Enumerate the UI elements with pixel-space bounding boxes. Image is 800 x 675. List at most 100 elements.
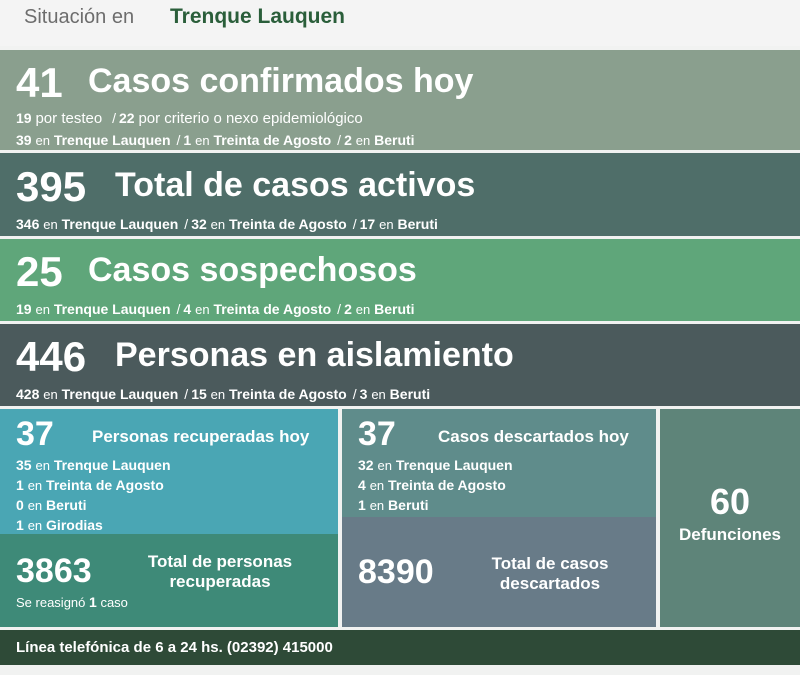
active-title: Total de casos activos — [115, 166, 476, 204]
separator: / — [337, 301, 342, 317]
town-name: Beruti — [374, 132, 415, 148]
confirmed-criterio-label: por criterio o nexo epidemiológico — [138, 110, 363, 127]
en-word: en — [371, 387, 386, 402]
town-count: 428 — [16, 386, 40, 402]
en-word: en — [210, 387, 226, 402]
en-word: en — [27, 498, 43, 513]
town-text: Girodias — [46, 517, 103, 533]
en-word: en — [43, 387, 58, 402]
discarded-today-number: 37 — [358, 415, 396, 453]
town-count: 346 — [16, 216, 40, 232]
en-word: en — [35, 302, 50, 317]
isolation-panel: 446 Personas en aislamiento 428 en Trenq… — [0, 324, 800, 406]
town-count: 2 — [344, 301, 352, 317]
confirmed-panel: 41 Casos confirmados hoy 19 por testeo /… — [0, 50, 800, 150]
note-number: 1 — [89, 594, 97, 610]
confirmed-number: 41 — [16, 59, 63, 106]
discarded-today-town: 1 en Beruti — [358, 497, 429, 513]
confirmed-testeo-n: 19 — [16, 110, 32, 126]
town-text: Trenque Lauquen — [53, 457, 171, 473]
separator: / — [184, 216, 189, 232]
town-text: 0 — [16, 497, 24, 513]
en-word: en — [210, 217, 226, 232]
separator: / — [112, 110, 116, 126]
isolation-title: Personas en aislamiento — [115, 336, 514, 374]
town-name: Beruti — [374, 301, 415, 317]
town-count: 2 — [344, 132, 352, 148]
town-text: 1 — [16, 517, 24, 533]
town-count: 4 — [183, 301, 192, 317]
active-panel: 395 Total de casos activos 346 en Trenqu… — [0, 153, 800, 236]
en-word: en — [377, 458, 392, 473]
en-word: en — [195, 302, 210, 317]
town-count: 15 — [191, 386, 207, 402]
recovered-total-note: Se reasignó 1 caso — [16, 594, 128, 610]
en-word: en — [35, 133, 50, 148]
town-name: Trenque Lauquen — [53, 132, 171, 148]
recovered-total-number: 3863 — [16, 552, 92, 590]
town-text: 32 — [358, 457, 374, 473]
en-word: en — [27, 518, 43, 533]
town-name: Treinta de Agosto — [213, 301, 332, 317]
suspected-number: 25 — [16, 248, 63, 295]
confirmed-breakdown: 19 por testeo /22 por criterio o nexo ep… — [16, 110, 363, 127]
confirmed-testeo-label: por testeo — [35, 110, 103, 127]
town-text: Trenque Lauquen — [395, 457, 513, 473]
recovered-today-town: 1 en Girodias — [16, 517, 103, 533]
town-name: Beruti — [397, 216, 438, 232]
active-towns: 346 en Trenque Lauquen/32 en Treinta de … — [16, 216, 438, 232]
town-text: Treinta de Agosto — [388, 477, 506, 493]
recovered-total-title-line2: recuperadas — [169, 572, 271, 591]
active-number: 395 — [16, 163, 87, 210]
discarded-total-title-line1: Total de casos — [491, 554, 609, 573]
town-count: 19 — [16, 301, 32, 317]
discarded-today-town: 32 en Trenque Lauquen — [358, 457, 513, 473]
town-count: 17 — [359, 216, 376, 232]
town-name: Treinta de Agosto — [229, 386, 347, 402]
town-text: 35 — [16, 457, 32, 473]
deaths-title: Defunciones — [678, 525, 782, 544]
en-word: en — [355, 302, 371, 317]
header: Situación en Trenque Lauquen — [0, 0, 800, 46]
town-text: Beruti — [46, 497, 87, 513]
header-city: Trenque Lauquen — [170, 5, 346, 28]
town-count: 39 — [16, 132, 32, 148]
town-name: Trenque Lauquen — [61, 386, 179, 402]
separator: / — [184, 386, 189, 402]
recovered-today-number: 37 — [16, 415, 54, 453]
town-name: Treinta de Agosto — [213, 132, 332, 148]
confirmed-criterio-n: 22 — [118, 110, 135, 126]
en-word: en — [35, 458, 50, 473]
town-name: Trenque Lauquen — [53, 301, 171, 317]
town-text: 1 — [16, 477, 24, 493]
deaths-number: 60 — [709, 481, 751, 522]
separator: / — [176, 132, 181, 148]
town-count: 32 — [191, 216, 207, 232]
en-word: en — [379, 217, 394, 232]
isolation-towns: 428 en Trenque Lauquen /15 en Treinta de … — [16, 386, 430, 402]
recovered-total-panel: 3863 Total de personas recuperadas Se re… — [0, 534, 338, 627]
discarded-total-number: 8390 — [358, 553, 434, 591]
header-prefix: Situación en — [24, 6, 135, 28]
town-text: 4 — [358, 477, 366, 493]
town-name: Treinta de Agosto — [229, 216, 347, 232]
suspected-panel: 25 Casos sospechosos 19 en Trenque Lauqu… — [0, 239, 800, 321]
discarded-total-panel: 8390 Total de casos descartados — [342, 517, 656, 627]
deaths-panel: 60 Defunciones — [660, 409, 800, 627]
recovered-today-title: Personas recuperadas hoy — [92, 427, 310, 446]
town-count: 1 — [183, 132, 192, 148]
footer-bar: Línea telefónica de 6 a 24 hs. (02392) 4… — [0, 630, 800, 665]
discarded-total-title-line2: descartados — [499, 574, 601, 593]
recovered-today-town: 0 en Beruti — [16, 497, 87, 513]
separator: / — [337, 132, 342, 148]
recovered-today-town: 1 en Treinta de Agosto — [16, 477, 164, 493]
footer-phone-text: Línea telefónica de 6 a 24 hs. (02392) 4… — [16, 639, 333, 656]
en-word: en — [355, 133, 371, 148]
town-text: 1 — [358, 497, 366, 513]
note-prefix: Se reasignó — [16, 595, 86, 610]
confirmed-title: Casos confirmados hoy — [88, 62, 474, 100]
en-word: en — [369, 478, 385, 493]
note-suffix: caso — [100, 595, 128, 610]
recovered-today-panel: 37 Personas recuperadas hoy 35 en Trenqu… — [0, 409, 338, 534]
discarded-today-town: 4 en Treinta de Agosto — [358, 477, 506, 493]
